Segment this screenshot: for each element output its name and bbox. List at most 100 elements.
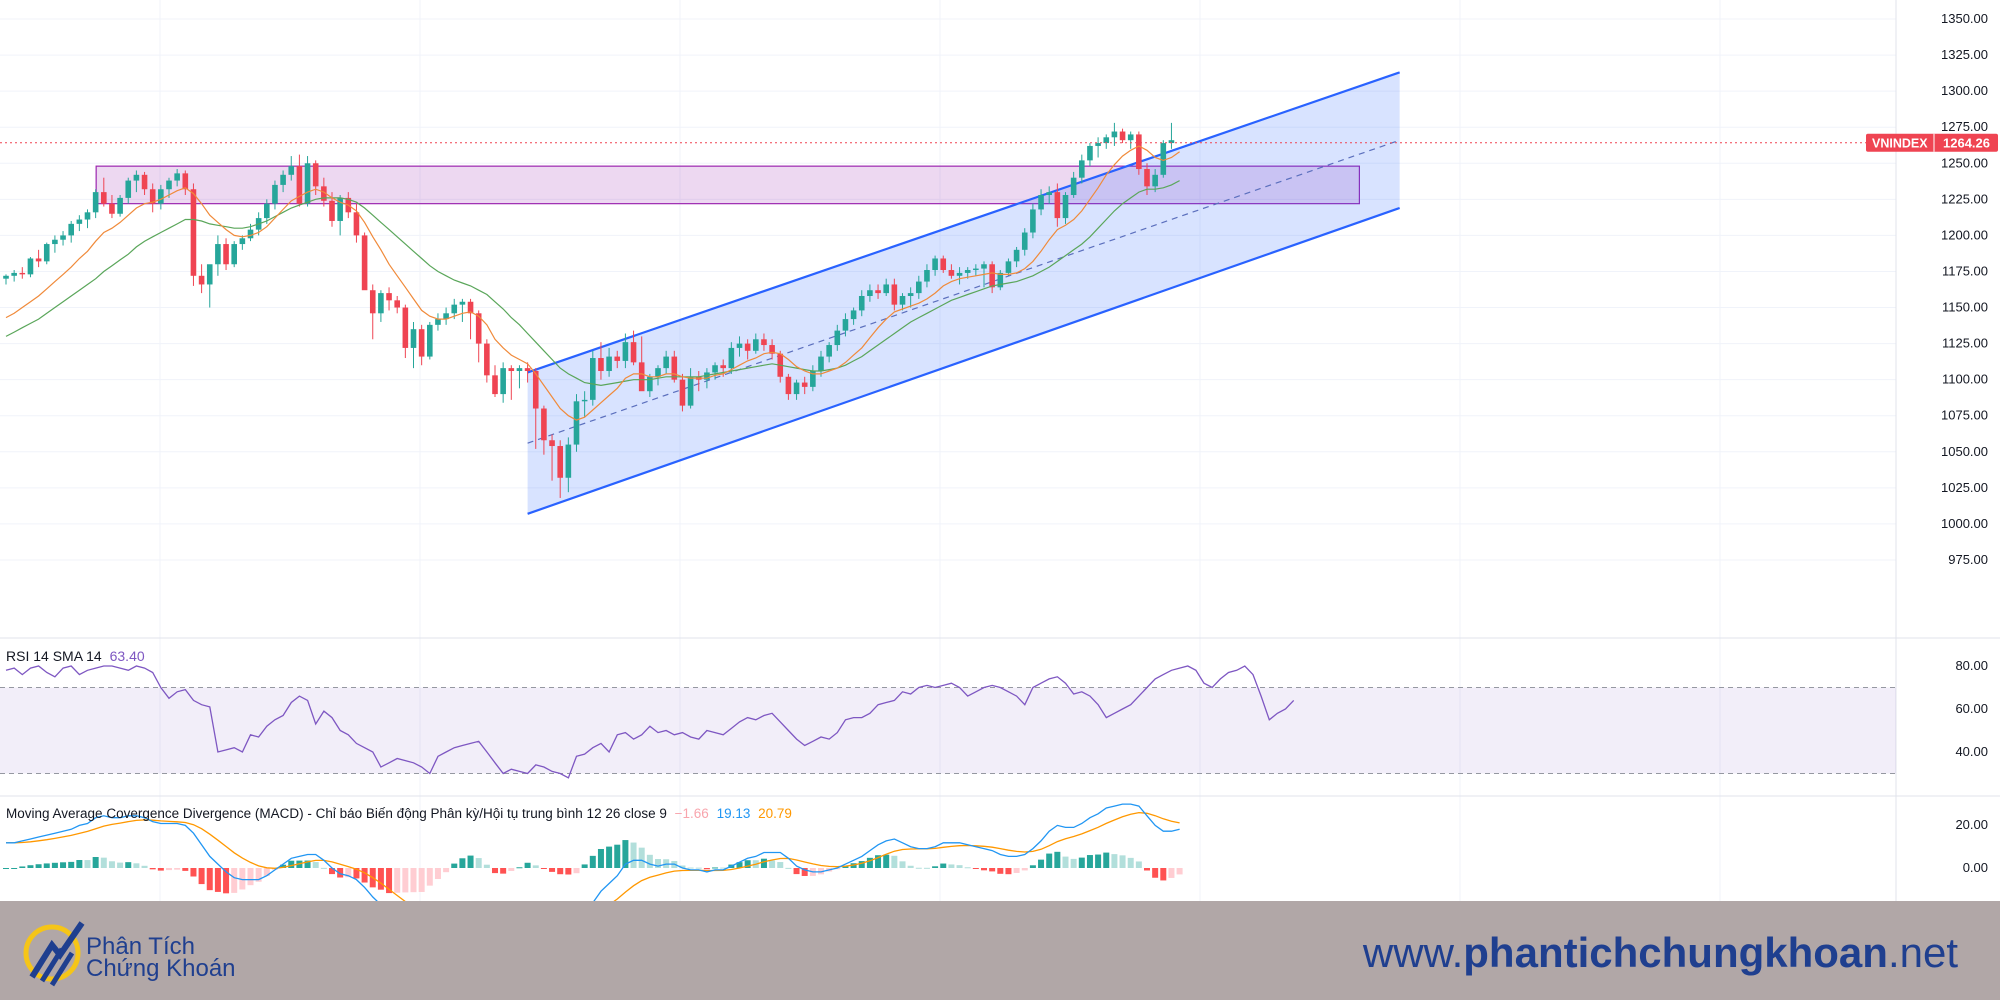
- candle-body: [117, 197, 123, 214]
- price-tick-label: 1225.00: [1941, 191, 1988, 206]
- macd-histogram-bar: [923, 867, 930, 869]
- candle-body: [1127, 134, 1134, 141]
- candle-body: [712, 365, 718, 373]
- candle-body: [981, 264, 987, 269]
- price-tick-label: 1350.00: [1941, 11, 1988, 26]
- candle-body: [435, 319, 441, 325]
- price-tick-label: 1075.00: [1941, 408, 1988, 423]
- macd-histogram-bar: [573, 868, 580, 874]
- candle-body: [149, 189, 156, 204]
- macd-histogram-bar: [516, 867, 523, 869]
- candle-body: [125, 180, 132, 198]
- candle-body: [1046, 192, 1052, 196]
- macd-histogram-bar: [989, 868, 996, 872]
- macd-histogram-bar: [353, 868, 360, 879]
- macd-histogram-bar: [769, 860, 776, 868]
- macd-histogram-bar: [972, 868, 979, 869]
- website-url[interactable]: www.phantichchungkhoan.net: [1363, 929, 1958, 977]
- candle-body: [1103, 137, 1110, 144]
- macd-histogram-bar: [108, 861, 115, 868]
- candle-body: [239, 238, 246, 245]
- moving-average-layer: [0, 142, 1896, 421]
- candle-body: [663, 356, 669, 369]
- macd-histogram-bar: [60, 862, 67, 868]
- macd-histogram-bar: [997, 868, 1004, 874]
- candle-body: [1160, 143, 1167, 175]
- candle-body: [84, 212, 91, 220]
- candle-body: [1087, 145, 1093, 161]
- website-url-prefix: www.: [1362, 929, 1464, 976]
- price-tick-label: 1175.00: [1942, 263, 1988, 278]
- macd-histogram-bar: [125, 862, 132, 868]
- macd-histogram-bar: [899, 861, 906, 868]
- candle-body: [321, 186, 327, 201]
- macd-legend-hist: −1.66: [674, 806, 709, 821]
- candle-body: [296, 166, 303, 204]
- macd-histogram-bar: [1176, 868, 1183, 875]
- candle-body: [916, 281, 922, 294]
- candle-body: [1038, 195, 1044, 210]
- macd-histogram-bar: [858, 861, 865, 868]
- candle-body: [940, 258, 947, 271]
- ma-slow-line: [5, 180, 1180, 387]
- macd-histogram-bar: [214, 868, 221, 892]
- macd-histogram-bar: [475, 858, 482, 868]
- macd-histogram-bar: [133, 863, 140, 868]
- macd-histogram-bar: [646, 854, 653, 868]
- macd-histogram-bar: [3, 868, 9, 869]
- website-url-suffix: .net: [1887, 929, 1958, 976]
- candle-body: [720, 365, 726, 369]
- candle-body: [190, 189, 197, 276]
- macd-histogram-bar: [304, 860, 311, 868]
- candle-body: [451, 304, 458, 314]
- price-axis: 1350.00 1325.00 1300.00 1275.00 1250.00 1225.…: [1866, 11, 1998, 567]
- rsi-panel: 80.00 60.00 40.00: [0, 658, 1988, 779]
- brand-logo-icon: [23, 921, 85, 987]
- candle-body: [402, 307, 409, 348]
- candle-body: [1013, 249, 1020, 262]
- macd-histogram-bar: [174, 868, 181, 870]
- candle-body: [312, 163, 319, 187]
- macd-histogram-bar: [1046, 853, 1053, 868]
- candle-body: [818, 356, 824, 372]
- macd-histogram-bar: [1054, 851, 1061, 868]
- macd-histogram-bar: [948, 864, 955, 868]
- macd-histogram-bar: [589, 855, 596, 868]
- macd-legend-signal: 20.79: [758, 806, 792, 821]
- candle-body: [500, 368, 506, 395]
- macd-histogram-bar: [443, 868, 450, 873]
- candle-body: [1111, 131, 1118, 138]
- macd-histogram-bar: [712, 867, 719, 869]
- candle-body: [369, 290, 376, 314]
- candle-body: [329, 200, 335, 221]
- rsi-band-fill: [0, 687, 1896, 774]
- macd-histogram-bar: [345, 868, 352, 878]
- candle-body: [989, 264, 995, 288]
- candle-body: [206, 264, 213, 285]
- candle-body: [361, 235, 368, 291]
- macd-histogram-bar: [141, 865, 148, 868]
- macd-histogram-bar: [231, 868, 238, 893]
- candle-body: [801, 382, 808, 387]
- macd-histogram-bar: [1038, 859, 1045, 868]
- candle-body: [101, 192, 107, 204]
- candle-body: [492, 375, 498, 395]
- macd-histogram-bar: [19, 866, 26, 868]
- candle-body: [133, 174, 140, 181]
- candle-body: [785, 376, 792, 395]
- candle-body: [182, 173, 189, 190]
- candle-body: [630, 342, 637, 363]
- macd-histogram-bar: [459, 858, 466, 868]
- candle-body: [532, 371, 539, 409]
- macd-histogram-bar: [785, 867, 792, 869]
- candle-body: [557, 446, 563, 478]
- macd-histogram-bar: [614, 844, 621, 868]
- macd-histogram-bar: [1160, 868, 1167, 881]
- macd-histogram-bar: [883, 854, 890, 868]
- macd-histogram-bar: [68, 861, 75, 868]
- candle-body: [272, 184, 278, 204]
- macd-histogram-bar: [100, 857, 107, 868]
- candle-body: [875, 290, 881, 294]
- candle-body: [215, 244, 221, 265]
- macd-histogram-bar: [907, 865, 914, 868]
